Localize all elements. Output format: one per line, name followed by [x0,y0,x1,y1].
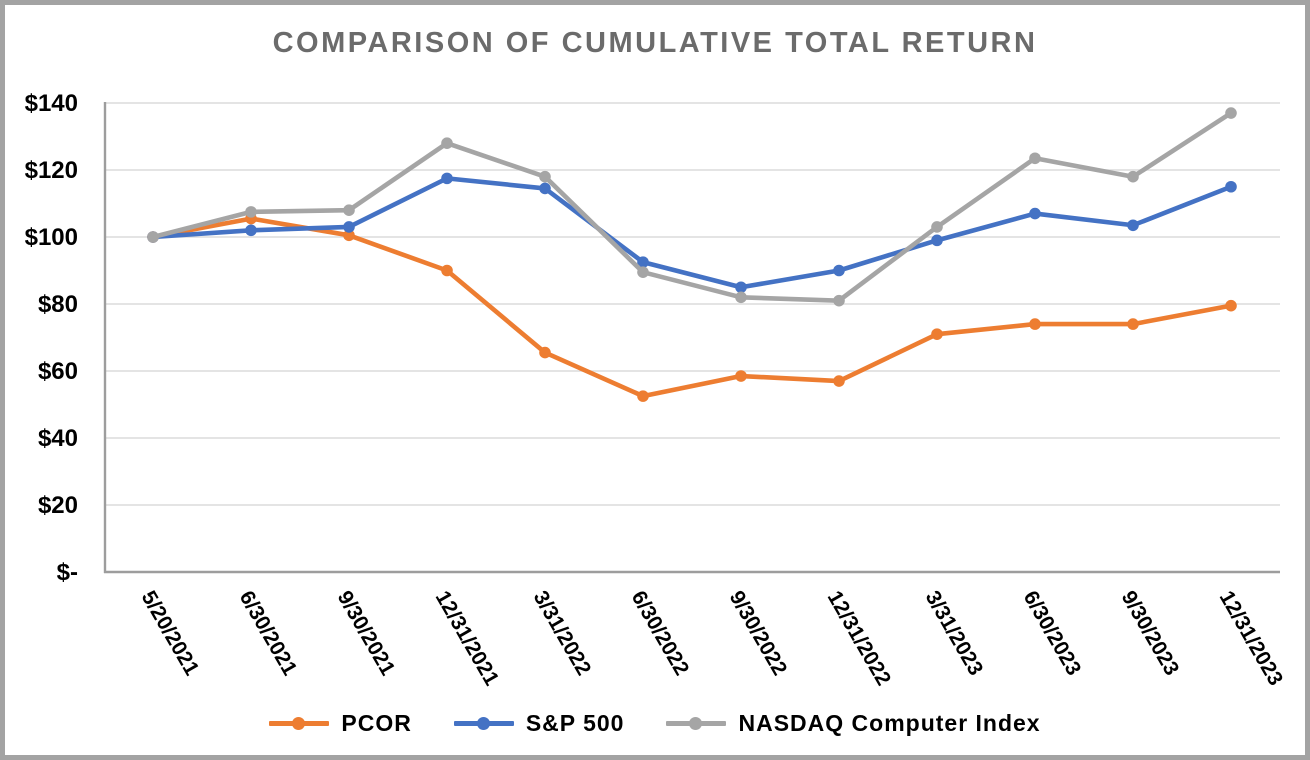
y-axis-label: $60 [38,358,78,385]
data-point-pcor [735,370,747,382]
data-point-pcor [1225,299,1237,312]
x-axis-label: 9/30/2022 [725,587,792,679]
data-point-pcor [539,346,551,359]
data-point-s-p-500 [1225,180,1237,193]
data-point-pcor [343,229,355,242]
chart-legend: PCOR S&P 500 NASDAQ Computer Index [0,710,1310,737]
data-point-pcor [1127,318,1139,330]
legend-marker-icon [453,717,514,730]
x-axis-label: 12/31/2022 [823,587,895,690]
data-point-s-p-500 [931,234,943,247]
data-point-s-p-500 [245,224,257,237]
y-axis-label: $120 [25,157,78,184]
y-axis-label: $80 [38,291,78,318]
data-point-pcor [833,375,845,387]
x-axis-label: 9/30/2021 [333,587,400,680]
y-axis-label: $140 [25,90,78,117]
legend-dot [292,717,306,730]
legend-label: PCOR [341,710,412,736]
x-axis-label: 12/31/2021 [431,587,504,690]
data-point-s-p-500 [735,281,747,294]
x-axis-label: 9/30/2023 [1117,587,1184,679]
data-point-nasdaq-computer-index [833,294,845,307]
x-axis-label: 6/30/2021 [235,587,302,680]
legend-marker-icon [666,717,727,730]
data-point-s-p-500 [637,256,649,268]
x-axis-label: 6/30/2023 [1019,587,1086,679]
series-line-pcor [150,216,1234,399]
x-axis-label: 6/30/2022 [627,587,694,679]
data-point-nasdaq-computer-index [637,266,649,278]
data-point-nasdaq-computer-index [931,221,943,233]
legend-dot [689,717,703,730]
data-point-nasdaq-computer-index [1127,170,1139,183]
y-axis-label: $100 [25,224,78,251]
legend-item-s-p-500: S&P 500 [453,710,625,737]
data-point-pcor [1029,318,1041,330]
y-axis-label: $20 [38,492,78,519]
data-point-nasdaq-computer-index [245,206,257,218]
data-point-nasdaq-computer-index [539,170,551,183]
x-axis-label: 12/31/2023 [1215,587,1287,690]
y-axis-label: $40 [38,425,78,452]
y-axis-label: $- [57,559,78,586]
data-point-pcor [637,390,649,402]
x-axis-label: 3/31/2023 [921,587,988,679]
data-point-nasdaq-computer-index [735,291,747,304]
legend-marker-icon [269,717,330,730]
legend-label: S&P 500 [525,710,625,736]
data-point-nasdaq-computer-index [343,204,355,216]
data-point-s-p-500 [343,221,355,233]
data-point-s-p-500 [441,172,453,185]
legend-item-nasdaq-computer-index: NASDAQ Computer Index [666,710,1040,737]
chart-title: COMPARISON OF CUMULATIVE TOTAL RETURN [272,27,1038,59]
data-point-s-p-500 [1029,207,1041,220]
legend-item-pcor: PCOR [269,710,411,737]
data-point-s-p-500 [539,182,551,195]
data-point-nasdaq-computer-index [1225,107,1237,119]
data-point-s-p-500 [1127,219,1139,232]
legend-label: NASDAQ Computer Index [738,710,1041,736]
data-point-pcor [931,328,943,340]
legend-dot [476,717,490,730]
x-axis-label: 5/20/2021 [137,587,204,680]
series-line-s-p-500 [150,176,1234,290]
data-point-nasdaq-computer-index [441,137,453,149]
data-point-nasdaq-computer-index [147,231,159,243]
data-point-s-p-500 [833,264,845,277]
data-point-nasdaq-computer-index [1029,152,1041,165]
x-axis-label: 3/31/2022 [529,587,596,679]
series-line-nasdaq-computer-index [150,110,1234,303]
data-point-pcor [441,264,453,277]
